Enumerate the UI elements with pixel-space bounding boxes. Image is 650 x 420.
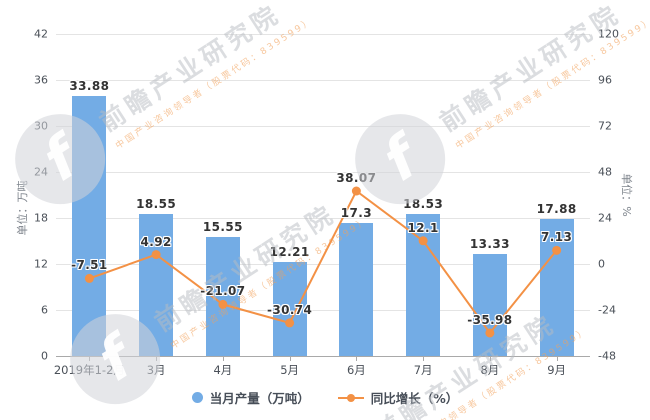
left-axis-tick-label: 12 [34,257,48,271]
bar-value-label: 17.3 [340,206,372,221]
watermark-logo-icon: f [272,406,398,420]
bar-value-label: 17.88 [536,201,577,216]
line-value-label: -7.51 [71,258,108,273]
right-axis-tick-label: 0 [598,257,605,271]
gridline [56,172,590,173]
x-axis-label-9月: 9月 [547,363,567,377]
bar-value-label: 33.88 [69,79,110,94]
bar-value-label: 15.55 [202,219,243,234]
line-value-label: 7.13 [541,230,573,245]
x-axis-line [56,356,590,357]
bar-value-label: 18.53 [403,196,444,211]
bar-2019年1-2月[interactable] [72,96,107,356]
gridline [56,126,590,127]
x-axis-tick [556,357,558,361]
line-point-6月[interactable] [351,186,361,196]
x-axis-tick [423,357,425,361]
right-axis-tick-label: 120 [598,27,619,41]
line-value-label: -21.07 [200,284,246,299]
gridline [56,80,590,81]
bar-6月[interactable] [339,223,374,356]
legend-item-production[interactable]: 当月产量（万吨） [191,388,310,407]
watermark-main-text: 前瞻产业研究院 [94,0,287,137]
bar-value-label: 13.33 [469,236,510,251]
legend-line-marker-icon [337,393,364,402]
gridline [56,34,590,35]
right-axis-tick-label: 72 [598,119,612,133]
watermark-main-text: 前瞻产业研究院 [149,198,342,337]
line-value-label: -35.98 [467,312,513,327]
x-axis-tick [156,357,158,361]
right-axis-tick-label: 48 [598,165,612,179]
gridline [56,310,590,311]
left-axis-title: 单位：万吨 [16,180,29,236]
line-value-label: 12.1 [407,220,439,235]
line-value-label: 38.07 [336,171,377,186]
bar-7月[interactable] [406,213,441,356]
x-axis-label-6月: 6月 [346,363,366,377]
x-axis-tick [222,357,224,361]
left-axis-tick-label: 6 [41,303,48,317]
x-axis-label-2019年1-2月: 2019年1-2月 [53,363,125,377]
x-axis-tick [356,357,358,361]
x-axis-tick [89,357,91,361]
gridline [56,264,590,265]
legend-line-dot-icon [346,393,355,402]
left-axis-tick-label: 42 [34,27,48,41]
x-axis-label-5月: 5月 [280,363,300,377]
x-axis-tick [489,357,491,361]
x-axis-label-7月: 7月 [413,363,433,377]
right-axis-tick-label: 24 [598,211,612,225]
gridline [56,218,590,219]
left-axis-tick-label: 24 [34,165,48,179]
line-value-label: 4.92 [140,234,172,249]
legend-label: 同比增长（%） [370,391,459,406]
bar-8月[interactable] [472,253,507,356]
left-axis-tick-label: 36 [34,73,48,87]
right-axis-tick-label: -24 [598,303,616,317]
x-axis-tick [289,357,291,361]
left-axis-tick-label: 0 [41,349,48,363]
watermark-main-text: 前瞻产业研究院 [434,0,627,137]
bar-value-label: 18.55 [136,196,177,211]
right-axis-title: 单位：% [620,173,633,217]
x-axis-label-8月: 8月 [480,363,500,377]
x-axis-label-3月: 3月 [146,363,166,377]
left-axis-tick-label: 30 [34,119,48,133]
x-axis-label-4月: 4月 [213,363,233,377]
line-value-label: -30.74 [266,302,313,317]
legend-item-yoy-growth[interactable]: 同比增长（%） [337,388,459,407]
bar-value-label: 12.21 [269,245,310,260]
watermark-logo-icon: f [337,96,463,222]
legend-label: 当月产量（万吨） [209,391,310,406]
right-axis-tick-label: 96 [598,73,612,87]
right-axis-tick-label: -48 [598,349,616,363]
legend-bar-marker-icon [191,392,203,403]
legend: 当月产量（万吨） 同比增长（%） [0,388,650,407]
